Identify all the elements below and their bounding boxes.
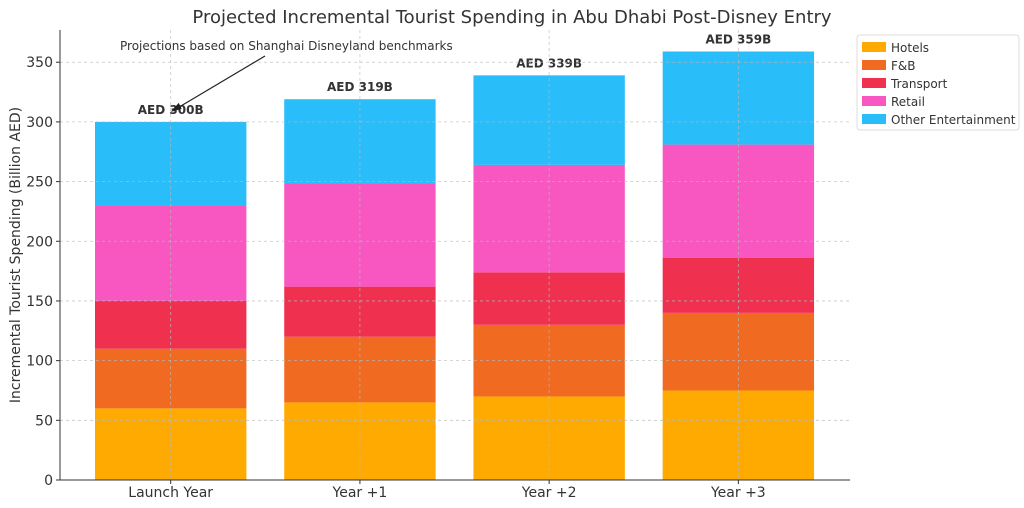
bar-segment-hotels <box>662 390 815 480</box>
y-axis-label: Incremental Tourist Spending (Billion AE… <box>8 107 24 403</box>
x-tick-label: Year +3 <box>710 485 766 501</box>
legend-swatch <box>862 96 886 106</box>
y-tick-label: 0 <box>44 473 53 489</box>
legend-swatch <box>862 114 886 124</box>
legend-swatch <box>862 60 886 70</box>
legend-label: Transport <box>890 77 948 91</box>
chart-title: Projected Incremental Tourist Spending i… <box>192 7 831 28</box>
legend-swatch <box>862 42 886 52</box>
total-label: AED 359B <box>705 32 771 46</box>
y-tick-label: 350 <box>26 55 53 71</box>
legend-swatch <box>862 78 886 88</box>
legend-label: Retail <box>891 95 925 109</box>
legend-label: Hotels <box>891 41 929 55</box>
total-label: AED 319B <box>327 80 393 94</box>
x-tick-label: Year +2 <box>521 485 577 501</box>
bar-segment-other-entertainment <box>284 99 436 184</box>
x-tick-label: Launch Year <box>128 485 213 501</box>
y-tick-label: 200 <box>26 234 53 250</box>
y-tick-label: 300 <box>26 115 53 131</box>
bar-segment-transport <box>662 257 815 313</box>
legend-label: F&B <box>891 59 916 73</box>
annotation-arrowhead <box>170 102 182 112</box>
legend-box <box>856 34 1020 131</box>
y-tick-label: 150 <box>26 294 53 310</box>
y-tick-label: 250 <box>26 175 53 191</box>
bar-segment-transport <box>473 272 625 325</box>
legend-label: Other Entertainment <box>891 113 1016 127</box>
annotation-text: Projections based on Shanghai Disneyland… <box>120 39 453 53</box>
y-tick-label: 50 <box>35 413 53 429</box>
x-tick-label: Year +1 <box>332 485 388 501</box>
total-label: AED 339B <box>516 56 582 70</box>
annotation-arrow <box>172 55 266 112</box>
y-tick-label: 100 <box>26 354 53 370</box>
